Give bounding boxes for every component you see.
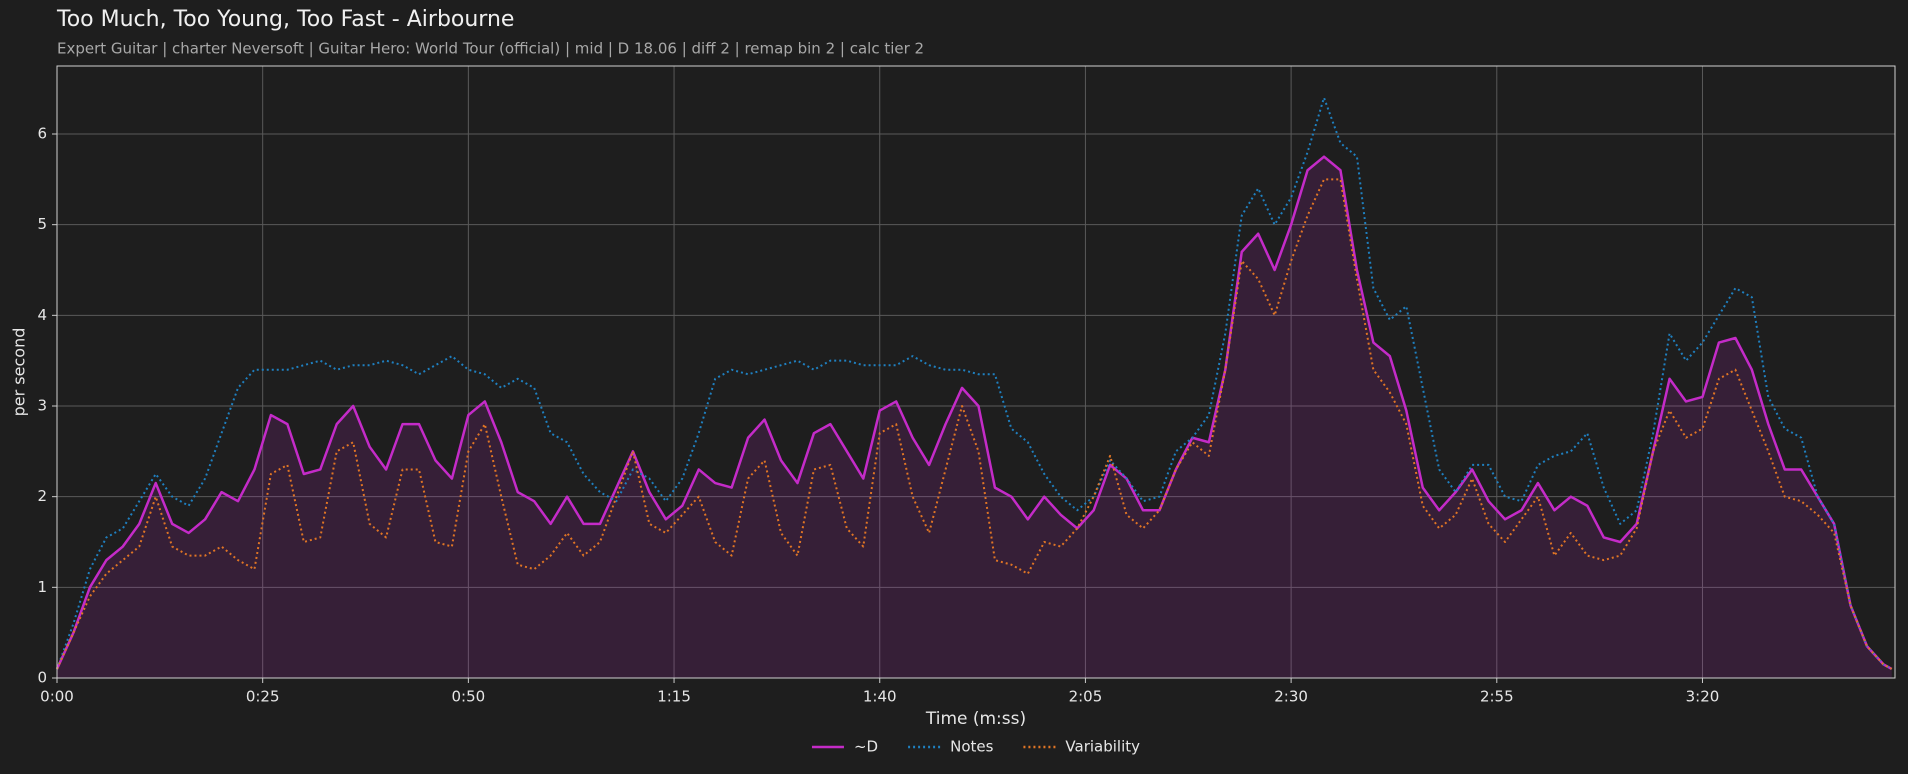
legend-label: ~D [854, 738, 878, 756]
x-tick-label: 0:50 [452, 688, 486, 706]
x-tick-label: 3:20 [1686, 688, 1720, 706]
y-tick-label: 5 [37, 215, 47, 233]
legend: ~D Notes Variability [811, 738, 1140, 756]
chart-subtitle: Expert Guitar | charter Neversoft | Guit… [57, 40, 924, 58]
x-tick-label: 1:15 [657, 688, 691, 706]
plot-frame [56, 65, 1896, 679]
y-tick-label: 4 [37, 306, 47, 324]
area [57, 156, 1892, 678]
legend-label: Variability [1065, 738, 1140, 756]
series-line [55, 155, 1893, 671]
y-tick-label: 3 [37, 397, 47, 415]
series-line [56, 96, 1893, 670]
x-tick-label: 2:05 [1069, 688, 1103, 706]
y-tick-label: 1 [37, 578, 47, 596]
y-axis-label: per second [10, 328, 29, 417]
legend-item: ~D [811, 738, 878, 756]
legend-item: Notes [908, 738, 994, 756]
plot-area: 0 1 2 3 4 5 6 0:00 0:25 0:50 1:15 1:40 2:05 2:30 2:55 3… [37, 65, 1896, 706]
y-tick-label: 0 [37, 669, 47, 687]
chart-title: Too Much, Too Young, Too Fast - Airbourn… [56, 7, 514, 32]
legend-item: Variability [1023, 738, 1140, 756]
x-tick-label: 2:30 [1274, 688, 1308, 706]
x-tick-label: 2:55 [1480, 688, 1514, 706]
x-tick-label: 0:00 [40, 688, 74, 706]
x-tick-label: 0:25 [246, 688, 280, 706]
x-tick-label: 1:40 [863, 688, 897, 706]
series-line [56, 178, 1893, 670]
y-tick-label: 2 [37, 487, 47, 505]
x-axis-label: Time (m:ss) [925, 709, 1026, 729]
legend-label: Notes [950, 738, 994, 756]
y-tick-label: 6 [37, 125, 47, 143]
